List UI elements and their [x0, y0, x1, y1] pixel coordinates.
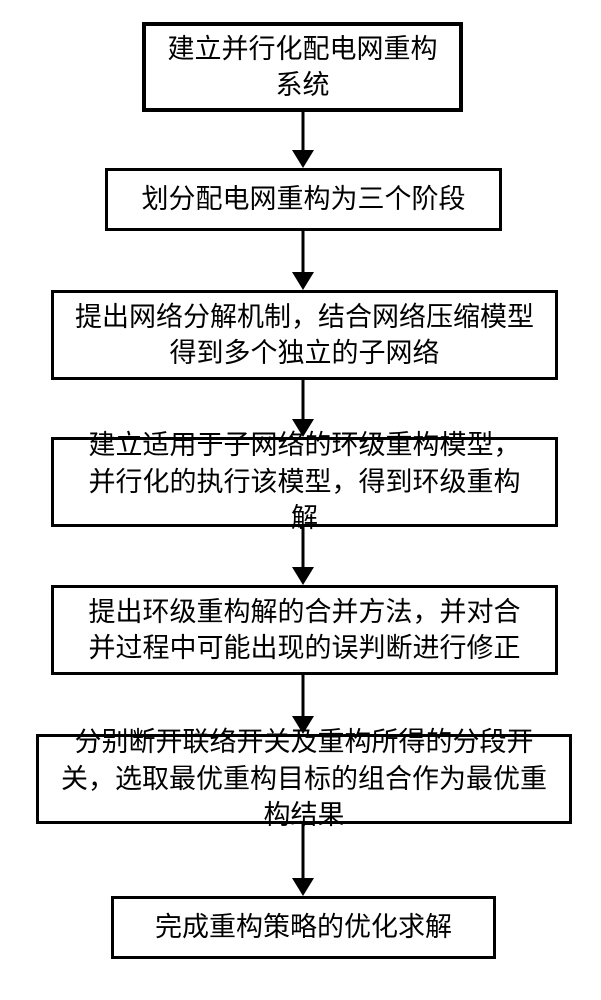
flowchart-node-label: 完成重构策略的优化求解 — [155, 909, 452, 945]
flowchart-node-n2: 划分配电网重构为三个阶段 — [105, 168, 502, 231]
flowchart-node-label: 建立并行化配电网重构 系统 — [160, 31, 445, 104]
flowchart-node-n3: 提出网络分解机制，结合网络压缩模型得到多个独立的子网络 — [51, 290, 558, 380]
flowchart-node-n6: 分别断开联络开关及重构所得的分段开关，选取最优重构目标的组合作为最优重构结果 — [36, 734, 572, 824]
flowchart-container: 建立并行化配电网重构 系统划分配电网重构为三个阶段提出网络分解机制，结合网络压缩… — [0, 0, 601, 1000]
flowchart-node-label: 提出环级重构解的合并方法，并对合并过程中可能出现的误判断进行修正 — [76, 594, 533, 667]
flowchart-edge-arrowhead — [292, 567, 314, 585]
flowchart-node-n1: 建立并行化配电网重构 系统 — [142, 22, 463, 112]
flowchart-node-n5: 提出环级重构解的合并方法，并对合并过程中可能出现的误判断进行修正 — [51, 585, 558, 675]
flowchart-node-label: 划分配电网重构为三个阶段 — [142, 181, 466, 217]
flowchart-node-label: 建立适用于子网络的环级重构模型，并行化的执行该模型，得到环级重构解 — [76, 427, 533, 536]
flowchart-node-n7: 完成重构策略的优化求解 — [111, 896, 496, 959]
flowchart-edge-arrowhead — [292, 272, 314, 290]
flowchart-edge-arrowhead — [292, 150, 314, 168]
flowchart-edge-arrowhead — [292, 878, 314, 896]
flowchart-node-n4: 建立适用于子网络的环级重构模型，并行化的执行该模型，得到环级重构解 — [51, 437, 558, 527]
flowchart-node-label: 提出网络分解机制，结合网络压缩模型得到多个独立的子网络 — [72, 299, 537, 372]
flowchart-node-label: 分别断开联络开关及重构所得的分段开关，选取最优重构目标的组合作为最优重构结果 — [55, 724, 553, 833]
